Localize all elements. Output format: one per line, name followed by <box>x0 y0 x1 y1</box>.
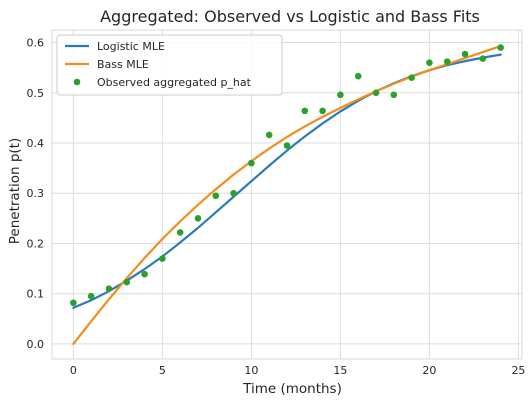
x-axis-label: Time (months) <box>242 381 342 397</box>
tick-labels: 0 5 10 15 20 25 0.0 0.1 0.2 0.3 0.4 0.5 0.6 <box>27 37 526 377</box>
observed-point <box>123 278 131 286</box>
plot-frame <box>51 29 523 360</box>
observed-point <box>301 107 309 115</box>
series-line-bass-mle <box>72 44 502 346</box>
y-tick-label: 0.3 <box>27 187 45 200</box>
series <box>70 44 504 346</box>
y-tick-label: 0.6 <box>27 37 45 50</box>
observed-point <box>87 292 95 300</box>
x-tick-label: 20 <box>422 364 436 377</box>
observed-point <box>319 107 326 115</box>
observed-point <box>141 270 148 278</box>
observed-point <box>497 44 504 51</box>
observed-point <box>479 55 487 62</box>
observed-point <box>105 285 113 292</box>
legend-label: Logistic MLE <box>97 40 165 53</box>
observed-point <box>248 159 255 167</box>
observed-point <box>390 91 398 99</box>
y-tick-label: 0.1 <box>27 288 45 301</box>
x-tick-label: 15 <box>333 364 347 377</box>
observed-point <box>159 255 166 262</box>
legend: Logistic MLE Bass MLE Observed aggregated … <box>56 34 283 96</box>
observed-point <box>443 58 451 65</box>
y-tick-label: 0.4 <box>27 137 45 150</box>
observed-point <box>212 192 220 200</box>
observed-point <box>354 72 362 80</box>
observed-point <box>70 299 77 307</box>
legend-swatch <box>73 78 81 86</box>
x-tick-label: 5 <box>159 364 166 377</box>
observed-point <box>408 74 415 82</box>
legend-label: Bass MLE <box>97 58 149 71</box>
y-tick-label: 0.5 <box>27 87 45 100</box>
x-tick-label: 25 <box>511 364 525 377</box>
observed-point <box>176 229 184 236</box>
y-axis-label: Penetration p(t) <box>7 138 23 245</box>
observed-point <box>265 131 273 139</box>
observed-point <box>337 91 344 99</box>
legend-box <box>56 34 283 96</box>
observed-point <box>426 59 433 66</box>
observed-point <box>283 142 291 149</box>
observed-point <box>461 50 469 58</box>
y-tick-label: 0.2 <box>27 237 45 250</box>
observed-point <box>194 215 202 222</box>
chart-title: Aggregated: Observed vs Logistic and Bas… <box>100 7 480 26</box>
y-tick-label: 0.0 <box>27 338 45 351</box>
observed-point <box>372 89 380 97</box>
observed-point <box>230 189 237 197</box>
x-tick-label: 10 <box>244 364 258 377</box>
x-tick-label: 0 <box>70 364 77 377</box>
legend-label: Observed aggregated p_hat <box>97 76 252 89</box>
